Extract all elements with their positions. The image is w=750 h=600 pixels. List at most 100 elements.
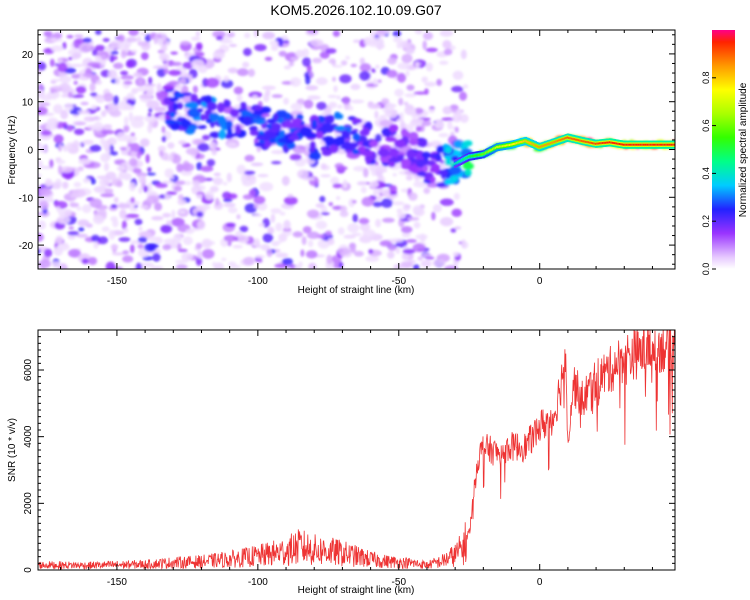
spectrogram-speckle <box>53 104 63 114</box>
spectrogram-speckle <box>88 257 98 265</box>
spectrogram-ridge-blob <box>352 149 360 155</box>
spectrogram-speckle <box>38 160 44 169</box>
spectrogram-speckle <box>38 102 51 107</box>
spectrogram-speckle <box>401 226 413 234</box>
spectrogram-speckle <box>261 85 276 91</box>
spectrogram-speckle <box>168 69 182 76</box>
spectrogram-speckle <box>157 38 164 46</box>
spectrogram-speckle <box>454 226 462 230</box>
spectrogram-speckle <box>73 52 81 59</box>
spectrogram-speckle <box>421 77 427 83</box>
spectrogram-speckle <box>350 83 361 90</box>
spectrogram-speckle <box>221 79 234 89</box>
spectrogram-ridge-blob <box>406 149 415 159</box>
spectrogram-speckle <box>405 239 417 243</box>
spectrogram-speckle <box>192 85 198 94</box>
spectrogram-speckle <box>159 150 164 157</box>
spectrogram-speckle <box>56 215 71 225</box>
spectrogram-speckle <box>271 161 282 165</box>
spectrogram-speckle <box>57 243 70 251</box>
spectrogram-ridge-core <box>477 154 481 156</box>
spectrogram-speckle <box>185 229 195 234</box>
spectrogram-speckle <box>290 110 304 115</box>
spectrogram-speckle <box>201 134 211 141</box>
spectrogram-ridge-core <box>563 137 567 140</box>
spectrogram-speckle <box>150 265 164 269</box>
spectrogram-speckle <box>91 234 100 242</box>
spectrogram-speckle <box>145 153 150 164</box>
spectrogram-speckle <box>421 253 433 257</box>
spectrogram-speckle <box>118 237 131 242</box>
spectrogram-speckle <box>362 229 376 238</box>
spectrogram-speckle <box>39 187 52 197</box>
spectrogram-speckle <box>315 220 328 230</box>
spectrogram-speckle <box>395 247 401 254</box>
spectrogram-speckle <box>292 231 303 238</box>
spectrogram-ridge-blob <box>464 169 472 176</box>
spectrogram-speckle <box>164 168 174 179</box>
spectrogram-speckle <box>180 41 191 45</box>
spectrogram-speckle <box>139 31 147 36</box>
spectrogram-speckle <box>164 192 171 201</box>
spectrogram-speckle <box>415 125 422 132</box>
spectrogram-speckle <box>397 62 410 70</box>
spectrogram-speckle <box>62 181 69 189</box>
spectrogram-speckle <box>56 206 61 213</box>
spectrogram-speckle <box>302 226 312 234</box>
spectrogram-speckle <box>110 244 119 250</box>
spectrogram-speckle <box>358 217 370 225</box>
spectrogram-speckle <box>249 174 257 185</box>
spectrogram-speckle <box>120 70 129 76</box>
spectrogram-speckle <box>49 159 54 168</box>
spectrogram-speckle <box>180 170 193 176</box>
spectrogram-ridge-core <box>462 158 466 161</box>
spectrogram-speckle <box>305 85 319 91</box>
spectrogram-speckle <box>89 82 96 92</box>
spectrogram-speckle <box>72 188 86 198</box>
spectrogram-speckle <box>185 147 200 156</box>
spectrogram-speckle <box>423 187 431 194</box>
spectrogram-ridge-blob <box>453 140 463 149</box>
spectrogram-ridge-blob <box>388 161 396 168</box>
spectrogram-speckle <box>442 40 452 49</box>
spectrogram-speckle <box>300 249 305 257</box>
spectrogram-speckle <box>140 138 150 147</box>
spectrogram-speckle <box>195 242 203 250</box>
spectrogram-speckle <box>212 177 223 186</box>
colorbar-gradient <box>712 30 735 269</box>
spectrogram-speckle <box>156 83 162 93</box>
spectrogram-ridge-blob <box>304 132 317 139</box>
spectrogram-speckle <box>242 61 250 68</box>
spectrogram-speckle <box>90 104 98 110</box>
spectrogram-ridge-blob <box>254 142 265 148</box>
spectrogram-speckle <box>430 140 442 147</box>
spectrogram-speckle <box>38 232 44 242</box>
spectrogram-speckle <box>138 187 143 194</box>
spectrogram-speckle <box>147 182 153 192</box>
spectrogram-ridge-blob <box>409 138 419 146</box>
spectrogram-speckle <box>425 62 433 72</box>
spectrogram-ridge-blob <box>218 129 226 140</box>
spectrogram-speckle <box>342 96 351 105</box>
spectrogram-speckle <box>76 233 88 238</box>
spectrogram-speckle <box>353 250 364 257</box>
spectrogram-ridge-core <box>467 155 471 158</box>
spectrogram-speckle <box>414 178 420 183</box>
spectrogram-speckle <box>118 171 130 180</box>
spectrogram-speckle <box>99 177 111 187</box>
spectrogram-speckle <box>212 261 217 267</box>
spectrogram-ridge-core <box>610 141 614 144</box>
spectrogram-speckle <box>281 175 290 186</box>
spectrogram-speckle <box>237 234 249 244</box>
spectrogram-speckle <box>108 229 116 240</box>
spectrogram-speckle <box>336 166 348 171</box>
x-tick-label: -100 <box>248 577 268 588</box>
spectrogram-ridge-core <box>548 142 552 145</box>
spectrogram-speckle <box>162 180 174 184</box>
spectrogram-speckle <box>330 176 340 185</box>
spectrogram-ridge-blob <box>279 129 286 138</box>
spectrogram-speckle <box>146 91 153 96</box>
spectrogram-speckle <box>78 158 92 165</box>
spectrogram-speckle <box>278 37 284 47</box>
spectrogram-ridge-core <box>579 139 583 142</box>
